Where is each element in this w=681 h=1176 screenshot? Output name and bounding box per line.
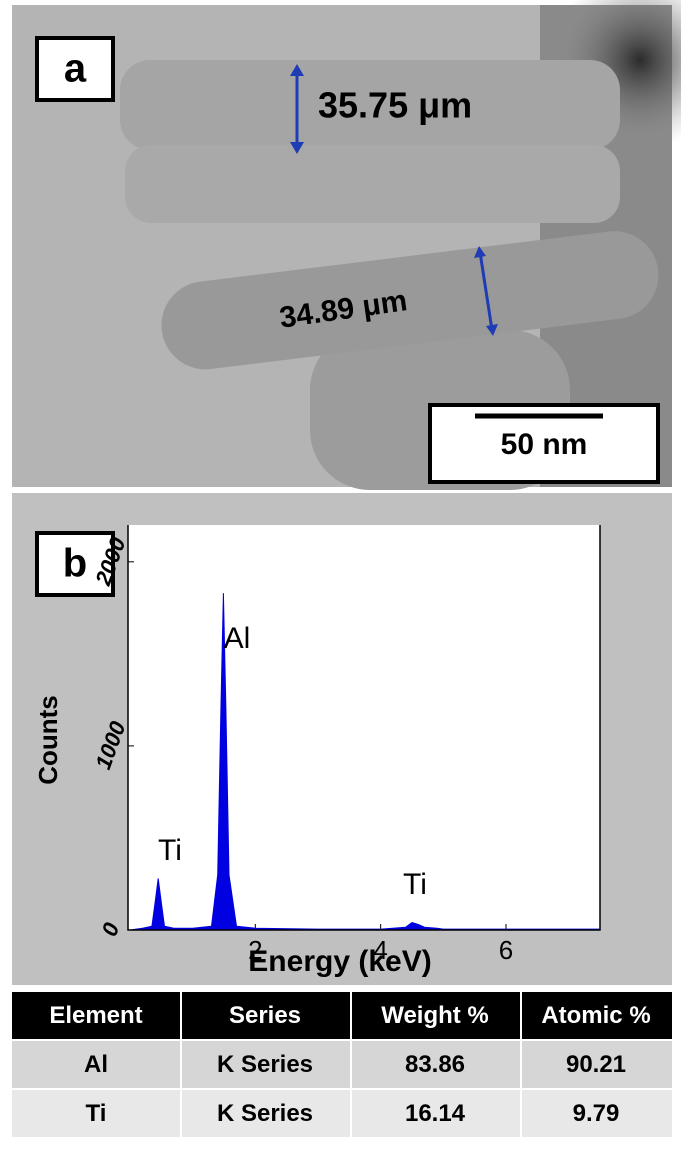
peak-label: Al <box>224 622 251 655</box>
cell <box>12 1090 180 1137</box>
cell <box>182 1041 350 1088</box>
panel-label: b <box>63 542 87 586</box>
peak-label: Ti <box>158 834 182 867</box>
cell-text: 16.14 <box>405 1100 466 1127</box>
y-axis-title: Counts <box>33 695 63 785</box>
header-text: Element <box>49 1002 142 1029</box>
cell-text: Ti <box>86 1100 107 1127</box>
cell <box>352 1090 520 1137</box>
cell <box>182 1090 350 1137</box>
x-tick-label: 2 <box>248 935 262 965</box>
spectrum <box>129 593 601 931</box>
header-cell <box>12 992 180 1039</box>
x-tick-label: 4 <box>373 935 387 965</box>
panel-label-box <box>35 531 115 597</box>
rod <box>120 60 620 150</box>
rod <box>161 231 659 370</box>
plot-area <box>128 525 600 930</box>
panel-a: a 35.75 μm 34.89 μm 50 nm <box>12 0 681 490</box>
cell-text: 90.21 <box>566 1051 626 1078</box>
header-text: Atomic % <box>541 1002 650 1029</box>
cell-text: K Series <box>217 1100 313 1127</box>
cell-text: 83.86 <box>405 1051 465 1078</box>
cell <box>352 1041 520 1088</box>
peak-label: Ti <box>403 868 427 901</box>
scale-label: 50 nm <box>501 428 588 461</box>
cell <box>522 1041 672 1088</box>
cell-text: K Series <box>217 1051 313 1078</box>
cell <box>522 1090 672 1137</box>
cell-text: 9.79 <box>573 1100 620 1127</box>
header-cell <box>182 992 350 1039</box>
header-text: Weight % <box>381 1002 489 1029</box>
header-cell <box>522 992 672 1039</box>
x-tick-label: 6 <box>499 935 513 965</box>
panel-label: a <box>64 47 87 91</box>
cell <box>12 1041 180 1088</box>
cell-text: Al <box>84 1051 108 1078</box>
axes <box>127 525 601 931</box>
measure-label: 35.75 μm <box>318 85 472 126</box>
arrow <box>478 251 494 331</box>
arrow-head <box>474 246 498 336</box>
table: Element Series Weight % Atomic % Al K Series 8… <box>12 992 672 1137</box>
rod <box>125 145 620 223</box>
x-axis-title: Energy (keV) <box>248 945 431 978</box>
header-text: Series <box>229 1002 301 1029</box>
panel-label-box <box>35 36 115 102</box>
header-cell <box>352 992 520 1039</box>
